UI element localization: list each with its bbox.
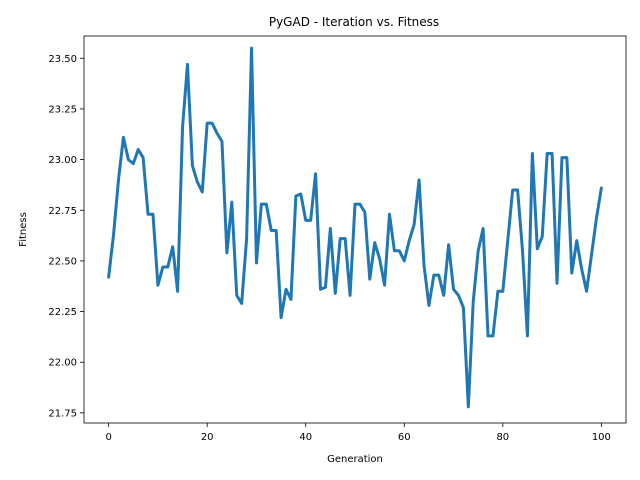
y-axis-label: Fitness [18, 212, 29, 247]
y-tick-label: 22.00 [48, 358, 77, 369]
y-tick-label: 22.50 [48, 256, 77, 267]
y-tick-label: 23.00 [48, 155, 77, 166]
y-tick-label: 23.50 [48, 54, 77, 65]
y-tick-label: 22.25 [48, 307, 77, 318]
x-tick-label: 80 [496, 432, 509, 443]
plot-area-frame [83, 35, 627, 424]
x-tick-label: 60 [398, 432, 411, 443]
x-tick-label: 100 [592, 432, 611, 443]
x-tick-label: 40 [299, 432, 312, 443]
x-tick-label: 20 [201, 432, 214, 443]
y-tick-label: 23.25 [48, 104, 77, 115]
x-axis-label: Generation [327, 454, 383, 465]
y-tick-label: 21.75 [48, 408, 77, 419]
fitness-series-line [107, 46, 603, 409]
x-tick-label: 0 [105, 432, 111, 443]
chart-title: PyGAD - Iteration vs. Fitness [269, 15, 439, 29]
y-tick-label: 22.75 [48, 206, 77, 217]
y-axis-ticks: 21.75 22.00 22.25 22.50 22.75 23.00 23.25 23.50 [48, 54, 84, 419]
x-axis-ticks: 0 20 40 60 80 100 [105, 423, 611, 443]
